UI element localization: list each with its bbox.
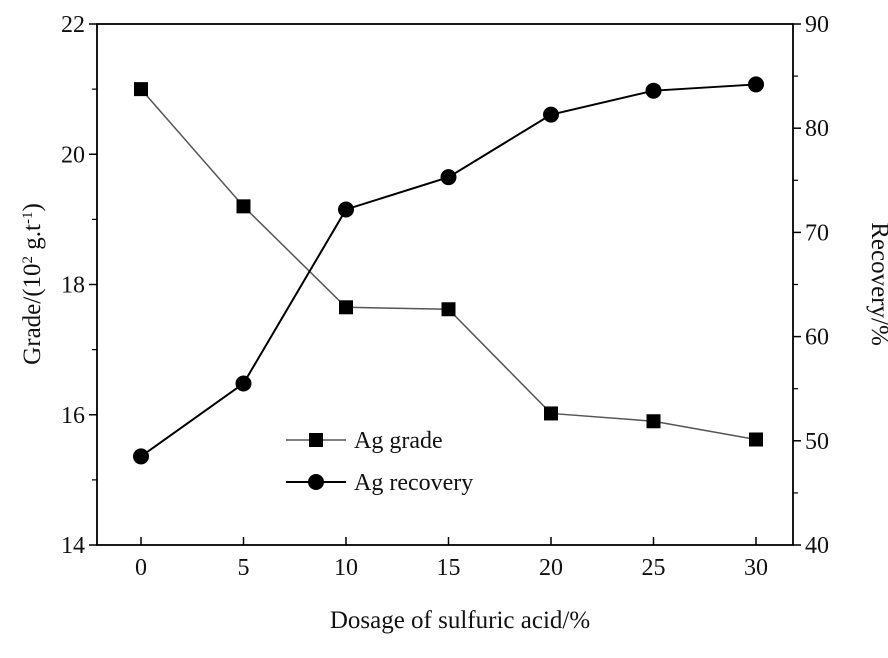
left-y-axis-ticks: 14 16 18 20 22 [61, 12, 97, 559]
data-point-ag-grade [646, 414, 661, 429]
data-point-ag-grade [544, 406, 558, 421]
legend: Ag grade Ag recovery [286, 428, 473, 496]
data-point-ag-recovery [338, 201, 354, 218]
legend-square-marker [309, 433, 323, 447]
legend-label-ag-grade: Ag grade [354, 428, 443, 454]
series-line-ag-recovery [140, 83, 757, 458]
right-y-axis-title: Recovery/% [866, 222, 888, 346]
data-point-ag-grade [749, 432, 763, 447]
right-y-tick-label: 60 [805, 325, 829, 351]
x-tick-label: 0 [135, 555, 147, 581]
data-point-ag-grade [134, 82, 148, 97]
left-y-tick-label: 18 [61, 273, 85, 299]
x-tick-label: 15 [437, 555, 461, 581]
x-tick-label: 25 [642, 555, 666, 581]
legend-entry-ag-recovery: Ag recovery [286, 470, 473, 496]
right-y-tick-label: 80 [805, 116, 829, 142]
left-y-tick-label: 22 [61, 12, 85, 38]
data-point-ag-recovery [748, 76, 764, 93]
left-y-tick-label: 20 [61, 142, 85, 168]
series-layer [133, 76, 764, 465]
x-tick-label: 5 [238, 555, 250, 581]
data-point-ag-recovery [440, 169, 457, 186]
plot-frame [96, 23, 794, 546]
left-y-tick-label: 16 [61, 403, 85, 429]
right-y-tick-label: 40 [805, 533, 829, 559]
x-axis-ticks: 0 5 10 15 20 25 30 [135, 537, 768, 581]
data-point-ag-grade [236, 199, 251, 214]
left-y-tick-label: 14 [61, 533, 85, 559]
right-y-tick-label: 50 [805, 429, 829, 455]
data-point-ag-recovery [645, 82, 662, 99]
left-y-axis-title: Grade/(102 g.t-1) [19, 203, 46, 365]
x-tick-label: 20 [539, 555, 563, 581]
series-line-ag-grade [140, 88, 757, 441]
right-y-tick-label: 90 [805, 12, 829, 38]
data-point-ag-recovery [133, 448, 149, 465]
x-tick-label: 30 [744, 555, 768, 581]
data-point-ag-recovery [235, 375, 252, 392]
data-point-ag-grade [339, 300, 353, 315]
legend-entry-ag-grade: Ag grade [286, 428, 443, 454]
data-point-ag-grade [441, 302, 456, 317]
x-axis-title: Dosage of sulfuric acid/% [330, 607, 590, 634]
legend-label-ag-recovery: Ag recovery [354, 470, 473, 496]
right-y-axis-ticks: 40 50 60 70 80 90 [793, 12, 829, 559]
data-point-ag-recovery [543, 106, 559, 123]
x-tick-label: 10 [334, 555, 358, 581]
right-y-tick-label: 70 [805, 220, 829, 246]
legend-circle-marker [308, 474, 324, 490]
